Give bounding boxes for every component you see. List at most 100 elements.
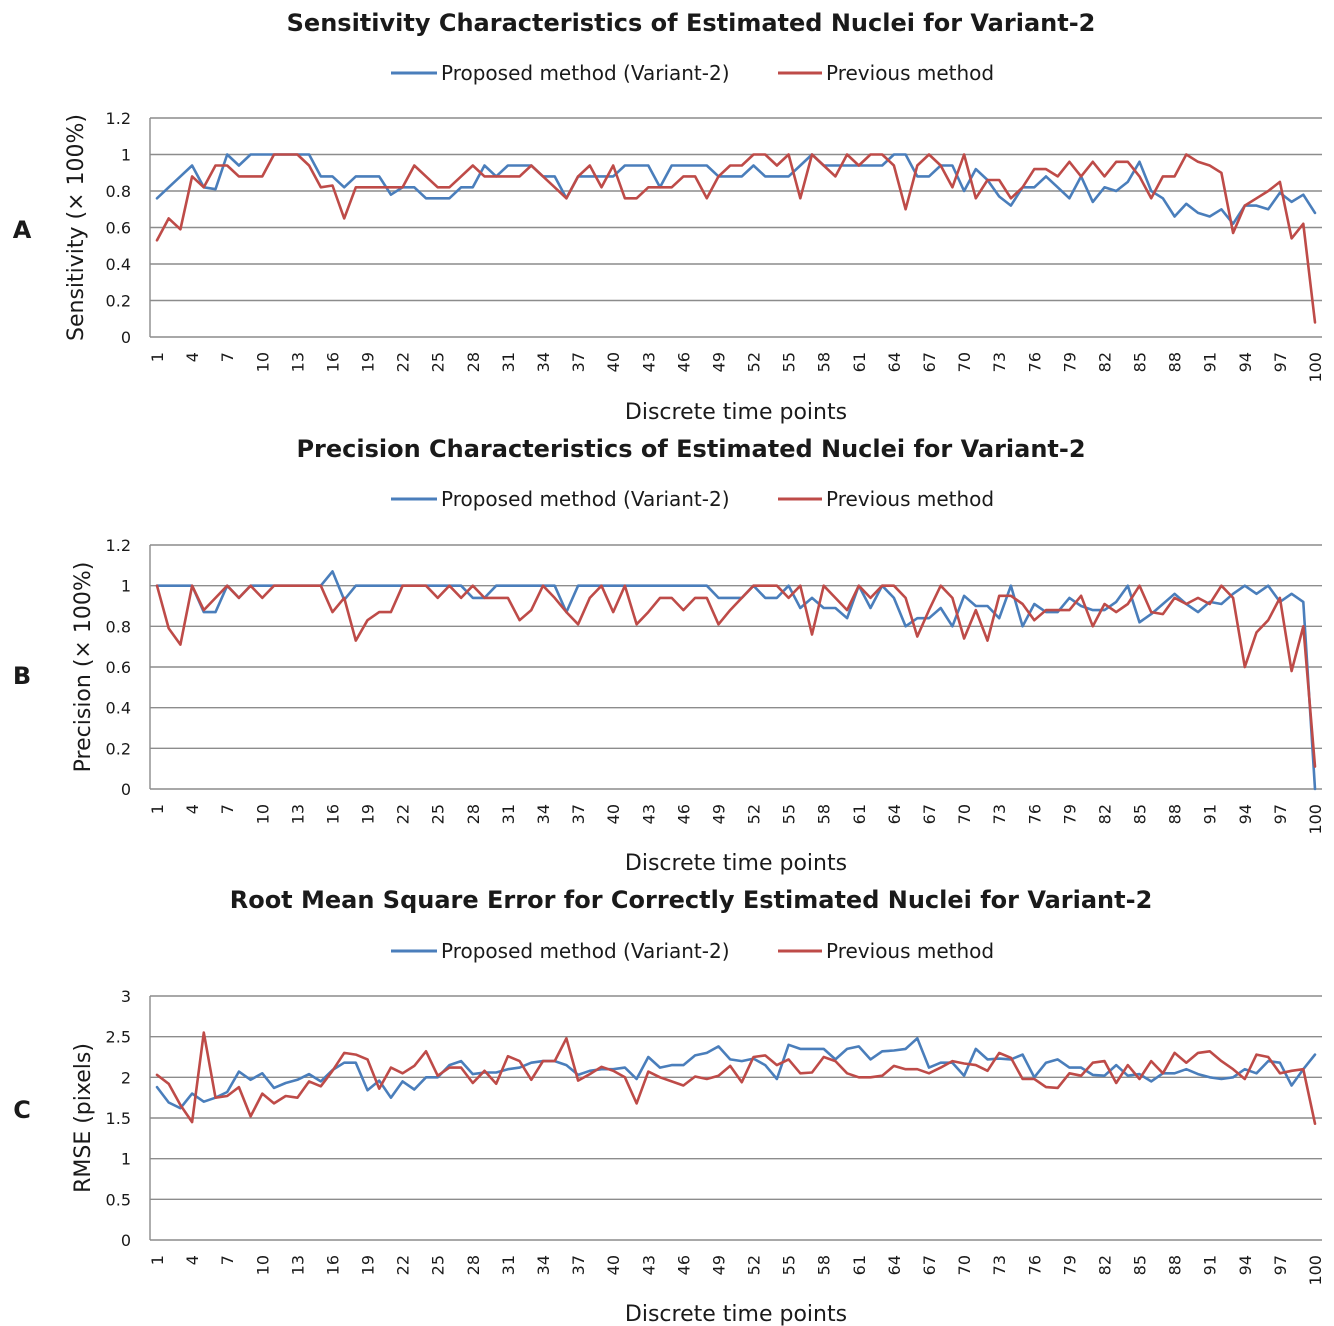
y-tick-label: 0 [121,328,131,347]
legend-previous-label: Previous method [826,939,994,963]
y-axis: 0 0.2 0.4 0.6 0.8 1 1.2 [106,109,1322,347]
x-tick-label: 79 [1060,352,1079,372]
x-tick-label: 97 [1271,352,1290,372]
panel-label: C [13,1096,31,1124]
chart-panel-c: Root Mean Square Error for Correctly Est… [13,886,1325,1326]
x-tick-label: 13 [288,1255,307,1275]
series-line-proposed [155,153,1317,226]
x-tick-label: 34 [534,804,553,824]
y-axis-label: Precision (× 100%) [71,562,96,773]
y-tick-label: 1.2 [106,109,131,128]
x-tick-label: 97 [1271,804,1290,824]
x-tick-label: 31 [499,804,518,824]
x-tick-label: 91 [1201,352,1220,372]
x-tick-label: 7 [218,1255,237,1265]
x-tick-label: 19 [359,1255,378,1275]
x-tick-label: 7 [218,804,237,814]
y-tick-label: 1.5 [106,1109,131,1128]
x-tick-label: 37 [569,352,588,372]
chart-title: Precision Characteristics of Estimated N… [296,435,1085,463]
x-tick-label: 76 [1025,352,1044,372]
x-tick-label: 85 [1131,804,1150,824]
x-tick-label: 13 [288,804,307,824]
x-tick-label: 58 [815,804,834,824]
x-tick-label: 64 [885,352,904,372]
x-tick-label: 16 [323,1255,342,1275]
x-tick-label: 31 [499,352,518,372]
x-tick-label: 76 [1025,1255,1044,1275]
x-tick-label: 67 [920,352,939,372]
x-axis: 1 4 7 10 13 16 19 22 25 28 31 34 37 40 43 46 49 52 55 58 61 6… [148,352,1325,383]
x-tick-label: 1 [148,804,167,814]
x-tick-label: 61 [850,804,869,824]
x-tick-label: 4 [183,1255,202,1265]
x-tick-label: 43 [639,1255,658,1275]
y-tick-label: 0.6 [106,219,131,238]
x-tick-label: 40 [604,352,623,372]
chart-title: Root Mean Square Error for Correctly Est… [230,886,1153,914]
y-tick-label: 1 [121,146,131,165]
x-tick-label: 1 [148,1255,167,1265]
x-tick-label: 67 [920,804,939,824]
x-tick-label: 55 [780,804,799,824]
chart-panel-a: Sensitivity Characteristics of Estimated… [13,9,1325,425]
series-line-proposed [155,570,1317,791]
legend-proposed: Proposed method (Variant-2) [391,939,730,963]
x-tick-label: 82 [1095,1255,1114,1275]
y-tick-label: 0.4 [106,255,131,274]
y-tick-label: 1 [121,1150,131,1169]
x-tick-label: 49 [709,1255,728,1275]
x-tick-label: 43 [639,804,658,824]
x-tick-label: 22 [394,804,413,824]
x-tick-label: 55 [780,352,799,372]
x-tick-label: 91 [1201,804,1220,824]
series-line-previous [155,153,1317,324]
x-tick-label: 55 [780,1255,799,1275]
x-tick-label: 49 [709,352,728,372]
x-tick-label: 52 [745,804,764,824]
x-tick-label: 61 [850,1255,869,1275]
x-axis-label: Discrete time points [625,851,847,876]
x-tick-label: 88 [1166,352,1185,372]
y-axis: 0 0.2 0.4 0.6 0.8 1 1.2 [106,536,1322,799]
x-tick-label: 52 [745,1255,764,1275]
x-tick-label: 91 [1201,1255,1220,1275]
x-tick-label: 70 [955,1255,974,1275]
x-tick-label: 73 [990,804,1009,824]
x-tick-label: 82 [1095,352,1114,372]
x-tick-label: 82 [1095,804,1114,824]
x-tick-label: 31 [499,1255,518,1275]
x-tick-label: 37 [569,1255,588,1275]
panel-label: B [13,662,31,690]
x-tick-label: 70 [955,352,974,372]
x-tick-label: 25 [429,1255,448,1275]
legend-previous: Previous method [778,487,994,511]
x-tick-label: 88 [1166,1255,1185,1275]
x-tick-label: 28 [464,352,483,372]
legend-previous: Previous method [778,939,994,963]
x-tick-label: 4 [183,352,202,362]
legend-proposed: Proposed method (Variant-2) [391,487,730,511]
x-tick-label: 85 [1131,352,1150,372]
x-tick-label: 4 [183,804,202,814]
x-tick-label: 34 [534,352,553,372]
x-axis-label: Discrete time points [625,400,847,425]
x-tick-label: 16 [323,804,342,824]
y-tick-label: 1.2 [106,536,131,555]
x-tick-label: 49 [709,804,728,824]
x-tick-label: 1 [148,352,167,362]
x-tick-label: 100 [1306,1255,1325,1286]
legend-proposed-label: Proposed method (Variant-2) [441,939,730,963]
x-tick-label: 61 [850,352,869,372]
x-tick-label: 25 [429,352,448,372]
y-tick-label: 0 [121,1231,131,1250]
y-tick-label: 0.2 [106,292,131,311]
y-tick-label: 1 [121,577,131,596]
x-tick-label: 25 [429,804,448,824]
chart-panel-b: Precision Characteristics of Estimated N… [13,435,1325,876]
y-tick-label: 0.8 [106,182,131,201]
x-tick-label: 22 [394,1255,413,1275]
x-tick-label: 58 [815,1255,834,1275]
x-tick-label: 94 [1236,1255,1255,1275]
